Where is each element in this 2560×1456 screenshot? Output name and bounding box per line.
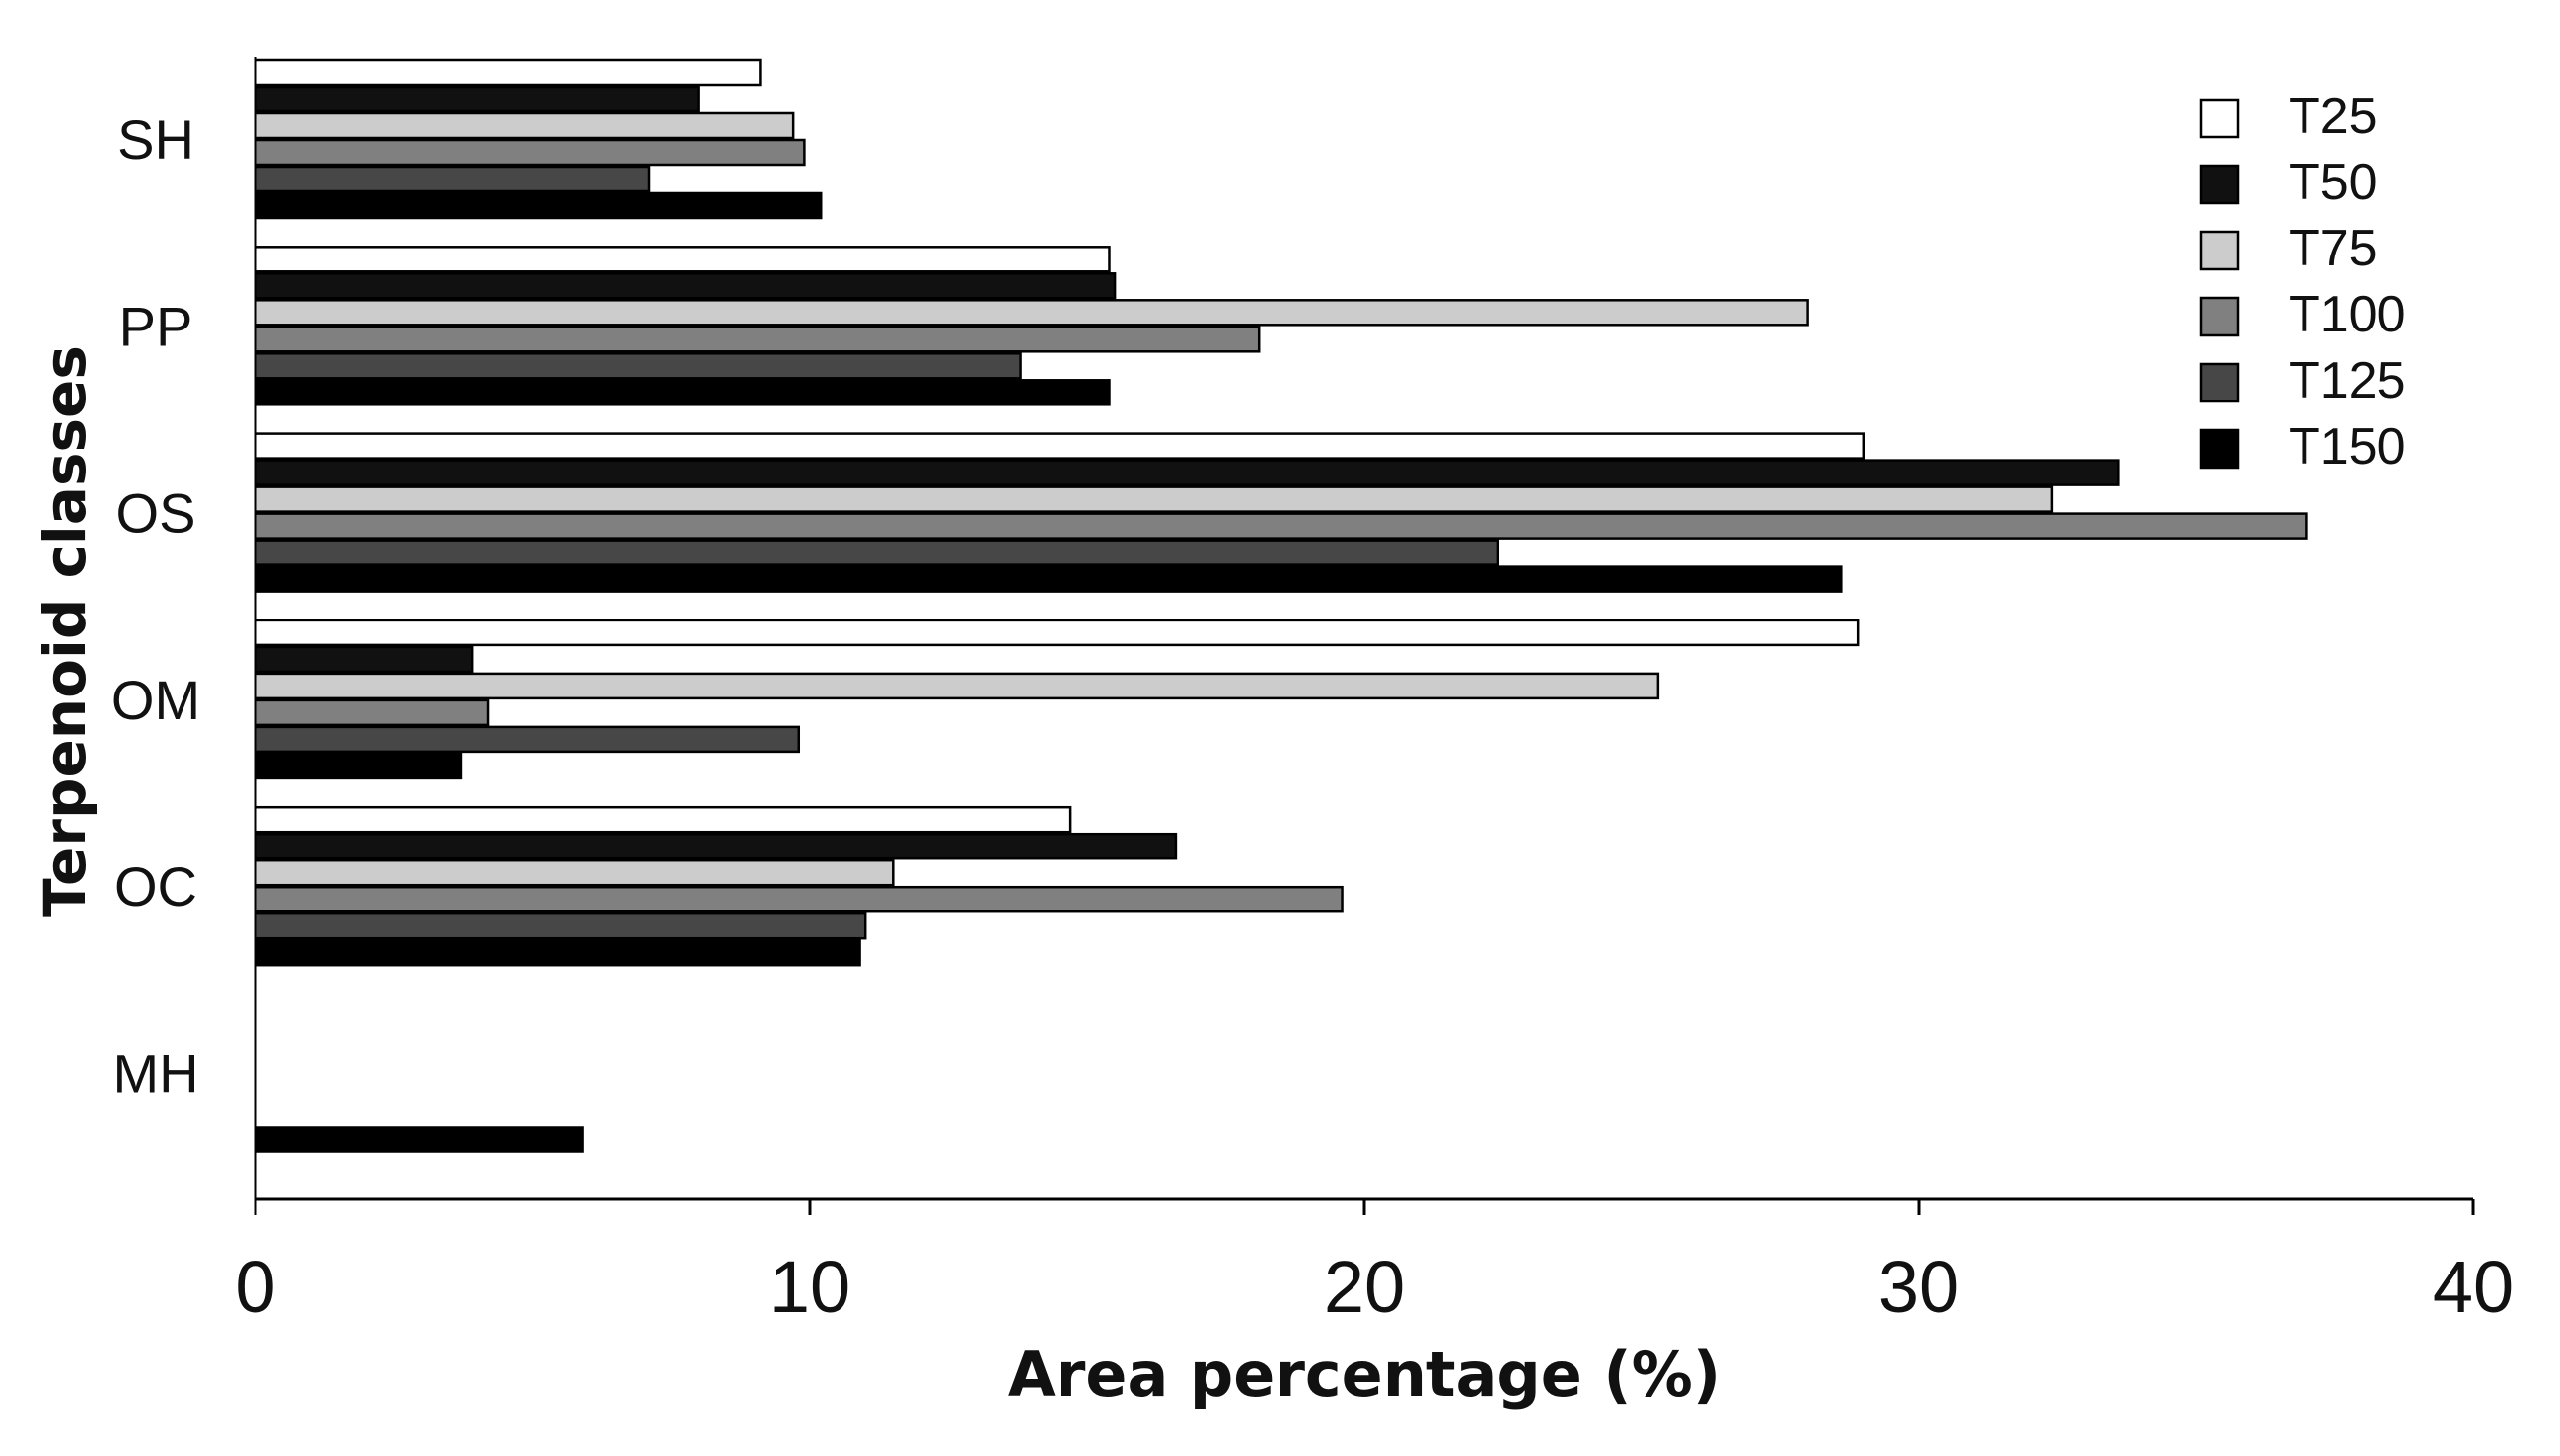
bar-pp-t150 (254, 379, 1111, 406)
bar-om-t150 (254, 752, 463, 780)
y-tick-label-pp: PP (119, 295, 193, 357)
y-tick-label-om: OM (111, 669, 200, 731)
legend-label-t75: T75 (2289, 220, 2377, 277)
bar-os-t75 (254, 485, 2054, 513)
y-tick-label-oc: OC (114, 855, 197, 917)
legend-swatch-t75 (2199, 230, 2240, 271)
labels-layer: SH PP OS OM OC MH 0 10 20 30 40 Area percentage (%)… (32, 109, 2514, 1411)
y-tick-label-os: OS (116, 482, 196, 545)
bar-os-t50 (254, 459, 2120, 486)
bar-oc-t125 (254, 911, 867, 940)
legend-swatch-t25 (2199, 98, 2240, 139)
bar-os-t150 (254, 565, 1843, 593)
bar-oc-t75 (254, 858, 895, 887)
y-tick-label-mh: MH (112, 1043, 198, 1105)
legend: T25 T50 T75 T100 T125 T150 (2199, 88, 2406, 475)
bar-om-t75 (254, 672, 1660, 700)
x-axis-title: Area percentage (%) (1008, 1339, 1720, 1411)
bar-pp-t50 (254, 272, 1117, 300)
bars-layer (254, 58, 2308, 1153)
legend-swatch-t100 (2199, 296, 2240, 337)
bar-os-t100 (254, 512, 2308, 540)
bar-oc-t50 (254, 832, 1178, 860)
legend-swatch-t150 (2199, 428, 2240, 470)
bar-pp-t25 (254, 246, 1111, 273)
bar-sh-t150 (254, 191, 823, 220)
x-tick-label-30: 30 (1878, 1246, 1959, 1328)
x-tick-label-40: 40 (2433, 1246, 2514, 1328)
bar-pp-t75 (254, 299, 1809, 327)
bar-pp-t125 (254, 352, 1022, 380)
bar-sh-t125 (254, 165, 651, 193)
bar-oc-t25 (254, 805, 1072, 834)
bar-pp-t100 (254, 326, 1261, 353)
bar-om-t100 (254, 698, 490, 727)
bar-sh-t75 (254, 111, 795, 140)
y-tick-label-sh: SH (117, 109, 194, 171)
y-axis-title: Terpenoid classes (32, 345, 99, 917)
bar-oc-t150 (254, 938, 861, 967)
legend-swatch-t125 (2199, 362, 2240, 403)
bar-mh-t150 (254, 1126, 584, 1153)
bar-os-t125 (254, 539, 1499, 566)
bar-oc-t100 (254, 885, 1344, 913)
bar-om-t50 (254, 645, 474, 674)
legend-label-t25: T25 (2289, 88, 2377, 145)
legend-label-t150: T150 (2289, 418, 2406, 475)
bar-om-t125 (254, 725, 801, 754)
bar-sh-t100 (254, 138, 806, 167)
legend-label-t50: T50 (2289, 154, 2377, 211)
legend-label-t100: T100 (2289, 286, 2406, 343)
bar-os-t25 (254, 432, 1865, 460)
x-tick-label-10: 10 (769, 1246, 850, 1328)
legend-swatch-t50 (2199, 164, 2240, 205)
legend-label-t125: T125 (2289, 352, 2406, 409)
x-tick-label-0: 0 (235, 1246, 275, 1328)
bar-sh-t25 (254, 58, 762, 87)
bar-sh-t50 (254, 85, 700, 113)
x-tick-label-20: 20 (1324, 1246, 1405, 1328)
bar-om-t25 (254, 619, 1860, 647)
axes-layer (254, 57, 2475, 1215)
